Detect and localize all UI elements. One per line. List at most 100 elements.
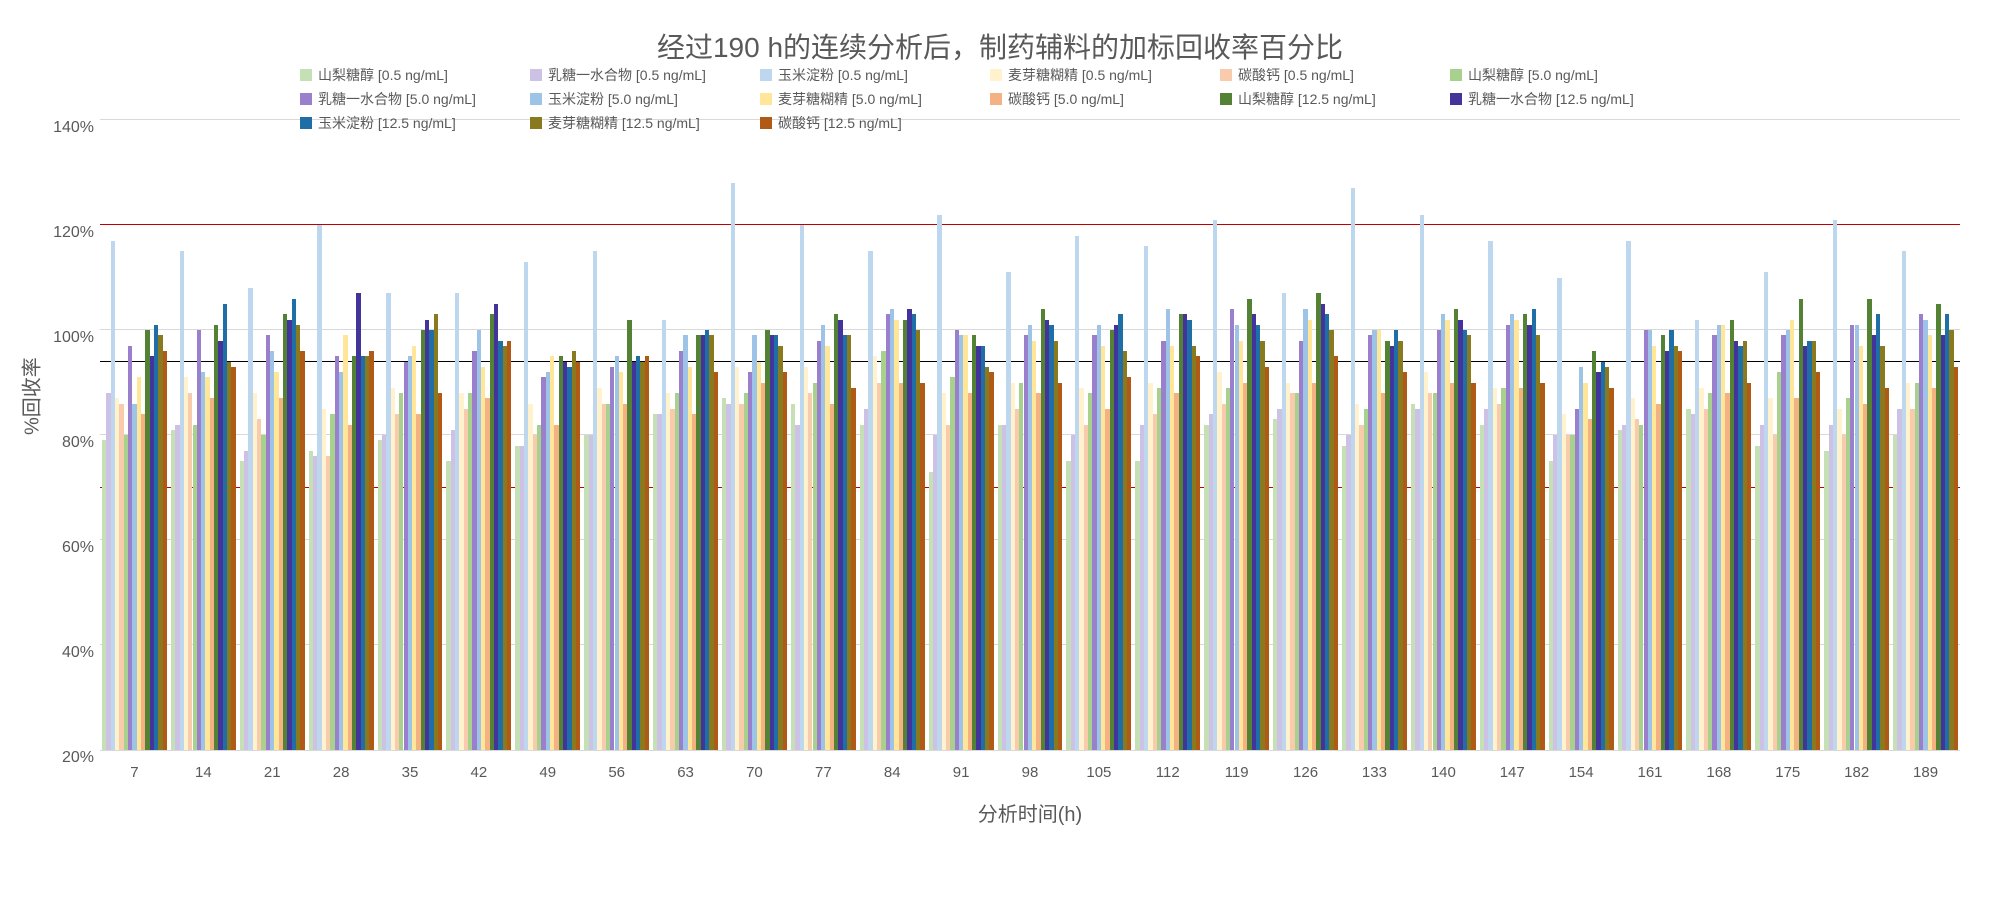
x-tick-label: 182 bbox=[1844, 764, 1869, 781]
legend-item: 玉米淀粉 [5.0 ng/mL] bbox=[530, 89, 760, 109]
x-tick-label: 112 bbox=[1156, 764, 1180, 781]
legend-swatch bbox=[300, 93, 312, 105]
legend-item: 麦芽糖糊精 [0.5 ng/mL] bbox=[990, 65, 1220, 85]
bar bbox=[1747, 383, 1751, 751]
x-tick-label: 84 bbox=[884, 764, 901, 781]
legend-swatch bbox=[760, 69, 772, 81]
x-tick-label: 168 bbox=[1706, 764, 1731, 781]
legend-swatch bbox=[530, 93, 542, 105]
legend-label: 碳酸钙 [5.0 ng/mL] bbox=[1008, 89, 1124, 109]
legend-swatch bbox=[990, 93, 1002, 105]
bar-group bbox=[1340, 120, 1409, 750]
bar-group bbox=[1271, 120, 1340, 750]
legend-label: 麦芽糖糊精 [5.0 ng/mL] bbox=[778, 89, 922, 109]
bar-group bbox=[1202, 120, 1271, 750]
legend-swatch bbox=[760, 93, 772, 105]
bar-group bbox=[1064, 120, 1133, 750]
legend-item: 乳糖一水合物 [0.5 ng/mL] bbox=[530, 65, 760, 85]
bar bbox=[1540, 383, 1544, 751]
legend-label: 山梨糖醇 [5.0 ng/mL] bbox=[1468, 65, 1598, 85]
y-tick-label: 80% bbox=[44, 434, 94, 452]
legend-swatch bbox=[300, 69, 312, 81]
bar-group bbox=[1753, 120, 1822, 750]
x-tick-label: 77 bbox=[815, 764, 832, 781]
bar-group bbox=[927, 120, 996, 750]
bar bbox=[1885, 388, 1889, 750]
legend-swatch bbox=[1220, 93, 1232, 105]
bar-group bbox=[1616, 120, 1685, 750]
x-tick-label: 175 bbox=[1775, 764, 1800, 781]
y-tick-label: 40% bbox=[44, 644, 94, 662]
bar bbox=[369, 351, 373, 750]
x-tick-label: 161 bbox=[1637, 764, 1662, 781]
bar bbox=[1196, 356, 1200, 750]
legend-label: 乳糖一水合物 [5.0 ng/mL] bbox=[318, 89, 476, 109]
bar bbox=[1609, 388, 1613, 750]
legend-item: 山梨糖醇 [0.5 ng/mL] bbox=[300, 65, 530, 85]
bar-group bbox=[307, 120, 376, 750]
bar-group bbox=[1684, 120, 1753, 750]
bar-group bbox=[169, 120, 238, 750]
y-tick-label: 140% bbox=[44, 119, 94, 137]
legend-swatch bbox=[1450, 69, 1462, 81]
legend-swatch bbox=[530, 117, 542, 129]
y-tick-label: 120% bbox=[44, 224, 94, 242]
bar-group bbox=[1409, 120, 1478, 750]
bar-group bbox=[582, 120, 651, 750]
bar-group bbox=[789, 120, 858, 750]
x-tick-label: 7 bbox=[130, 764, 138, 781]
bar bbox=[1816, 372, 1820, 750]
x-tick-label: 105 bbox=[1086, 764, 1111, 781]
x-tick-label: 21 bbox=[264, 764, 281, 781]
bar bbox=[1403, 372, 1407, 750]
x-tick-label: 154 bbox=[1569, 764, 1594, 781]
bar-group bbox=[1891, 120, 1960, 750]
x-tick-label: 140 bbox=[1431, 764, 1456, 781]
bar bbox=[783, 372, 787, 750]
legend-item: 碳酸钙 [5.0 ng/mL] bbox=[990, 89, 1220, 109]
bar bbox=[231, 367, 235, 750]
x-tick-label: 98 bbox=[1022, 764, 1039, 781]
x-tick-label: 126 bbox=[1293, 764, 1318, 781]
bar bbox=[920, 383, 924, 751]
legend-swatch bbox=[1220, 69, 1232, 81]
bar-group bbox=[444, 120, 513, 750]
x-tick-label: 42 bbox=[471, 764, 488, 781]
bar-group bbox=[720, 120, 789, 750]
x-tick-label: 133 bbox=[1362, 764, 1387, 781]
x-axis-title: 分析时间(h) bbox=[100, 798, 1960, 827]
x-tick-label: 70 bbox=[746, 764, 763, 781]
bar bbox=[1058, 383, 1062, 751]
bar bbox=[1954, 367, 1958, 750]
bar-group bbox=[376, 120, 445, 750]
bar bbox=[1678, 351, 1682, 750]
legend-swatch bbox=[300, 117, 312, 129]
x-tick-label: 28 bbox=[333, 764, 350, 781]
bar bbox=[645, 356, 649, 750]
y-tick-label: 60% bbox=[44, 539, 94, 557]
bar-group bbox=[1133, 120, 1202, 750]
x-tick-label: 63 bbox=[677, 764, 694, 781]
legend-item: 碳酸钙 [12.5 ng/mL] bbox=[760, 113, 990, 133]
legend-label: 山梨糖醇 [0.5 ng/mL] bbox=[318, 65, 448, 85]
chart-container: 经过190 h的连续分析后，制药辅料的加标回收率百分比 %回收率 山梨糖醇 [0… bbox=[0, 0, 2000, 906]
legend-label: 玉米淀粉 [5.0 ng/mL] bbox=[548, 89, 678, 109]
x-tick-label: 35 bbox=[402, 764, 419, 781]
bar-group bbox=[651, 120, 720, 750]
bar bbox=[507, 341, 511, 751]
bar bbox=[1265, 367, 1269, 750]
bar bbox=[163, 351, 167, 750]
y-tick-label: 20% bbox=[44, 749, 94, 767]
bar bbox=[714, 372, 718, 750]
bar-group bbox=[1822, 120, 1891, 750]
legend-item: 乳糖一水合物 [5.0 ng/mL] bbox=[300, 89, 530, 109]
bar-group bbox=[1478, 120, 1547, 750]
chart-title: 经过190 h的连续分析后，制药辅料的加标回收率百分比 bbox=[0, 26, 2000, 66]
legend-label: 山梨糖醇 [12.5 ng/mL] bbox=[1238, 89, 1376, 109]
bar-group bbox=[513, 120, 582, 750]
x-tick-label: 91 bbox=[953, 764, 970, 781]
x-tick-label: 189 bbox=[1913, 764, 1938, 781]
legend: 山梨糖醇 [0.5 ng/mL] 乳糖一水合物 [0.5 ng/mL] 玉米淀粉 [… bbox=[300, 65, 1750, 133]
bar-group bbox=[858, 120, 927, 750]
legend-swatch bbox=[1450, 93, 1462, 105]
